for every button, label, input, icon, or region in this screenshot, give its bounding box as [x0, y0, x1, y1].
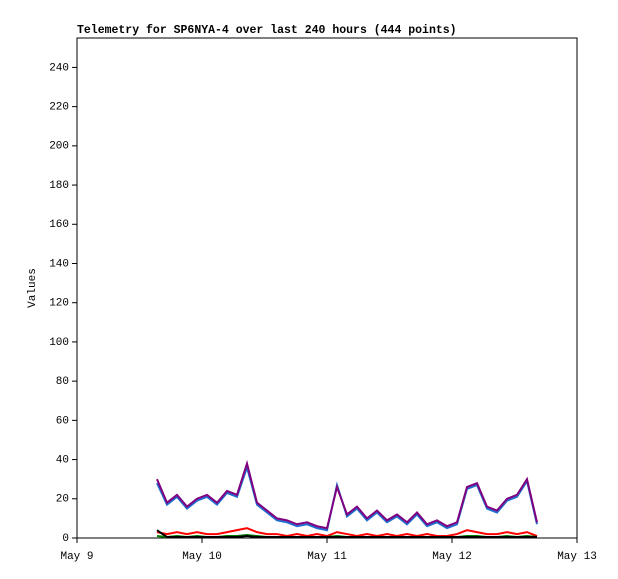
y-axis-label: Values [27, 268, 39, 308]
y-tick-label: 200 [49, 141, 69, 153]
y-tick-label: 100 [49, 337, 69, 349]
y-tick-label: 40 [56, 454, 69, 466]
y-tick-label: 220 [49, 102, 69, 114]
y-tick-label: 120 [49, 298, 69, 310]
y-tick-label: 60 [56, 415, 69, 427]
x-tick-label: May 9 [60, 551, 93, 563]
y-tick-label: 20 [56, 494, 69, 506]
x-tick-label: May 12 [432, 551, 472, 563]
y-tick-label: 240 [49, 62, 69, 74]
y-tick-label: 80 [56, 376, 69, 388]
series-line [156, 463, 538, 532]
y-tick-label: 140 [49, 258, 69, 270]
y-tick-label: 180 [49, 180, 69, 192]
x-tick-label: May 13 [557, 551, 597, 563]
y-tick-label: 160 [49, 219, 69, 231]
x-tick-label: May 10 [182, 551, 222, 563]
series-line [156, 459, 538, 530]
chart-title: Telemetry for SP6NYA-4 over last 240 hou… [77, 24, 457, 37]
y-tick-label: 0 [62, 533, 69, 545]
x-tick-label: May 11 [307, 551, 347, 563]
plot-frame [76, 37, 578, 539]
series-line [156, 529, 537, 539]
series-line [156, 527, 538, 538]
